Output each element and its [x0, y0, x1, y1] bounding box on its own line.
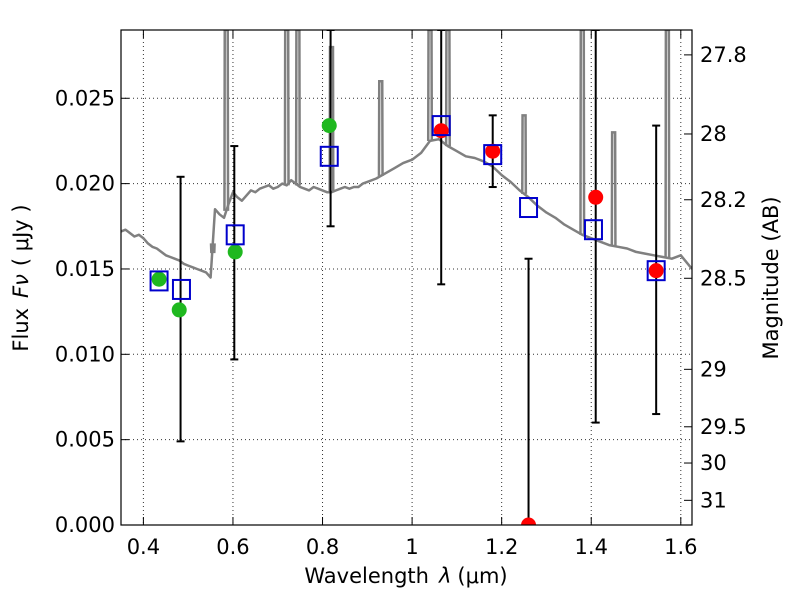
emission-line: [664, 30, 671, 258]
y-tick-label: 0.025: [55, 86, 115, 110]
x-tick-label: 1.4: [575, 535, 608, 559]
model-flux-square: [171, 278, 191, 300]
right-tick-label: 28: [700, 122, 727, 146]
x-tick-label: 1.2: [485, 535, 518, 559]
ir-flux-point: [648, 263, 664, 279]
hst-flux-point: [171, 302, 187, 318]
emission-line: [426, 30, 434, 141]
right-tick-label: 31: [700, 488, 727, 512]
right-tick-label: 28.2: [700, 188, 747, 212]
emission-line: [610, 131, 617, 246]
ir-flux-point: [521, 517, 537, 525]
right-axis-title: Magnitude (AB): [759, 196, 783, 359]
spectrum-line: [121, 137, 692, 279]
hst-flux-point: [321, 118, 337, 134]
emission-line: [444, 30, 451, 147]
model-flux-square: [519, 197, 539, 219]
y-axis-title: FluxFν( μJy ): [9, 204, 33, 351]
errorbar-layer: [176, 30, 661, 525]
right-tick-label: 27.8: [700, 43, 747, 67]
y-tick-label: 0.000: [55, 513, 115, 537]
y-tick-label: 0.005: [55, 428, 115, 452]
plot-frame: [120, 29, 693, 526]
x-tick-label: 0.8: [306, 535, 339, 559]
grid-lines: [121, 30, 692, 526]
model-flux-square: [483, 144, 503, 166]
y-tick-label: 0.015: [55, 257, 115, 281]
model-flux-square: [583, 219, 603, 241]
emission-line: [377, 79, 384, 176]
right-tick-label: 28.5: [700, 266, 747, 290]
x-tick-label: 1.6: [664, 535, 697, 559]
spectrum-layer: [121, 30, 692, 279]
x-tick-label: 1: [405, 535, 418, 559]
emission-line: [521, 114, 528, 194]
right-tick-label: 29.5: [700, 415, 747, 439]
ir-flux-point: [588, 189, 604, 205]
emission-line: [283, 30, 290, 186]
y-tick-label: 0.020: [55, 172, 115, 196]
tick-layer: 0.4 0.6 0.8 1 1.2 1.4 1.6 0.000 0.005 0.010 0.015 0…: [55, 30, 747, 559]
emission-line: [209, 243, 216, 254]
x-tick-label: 0.6: [216, 535, 249, 559]
model-flux-square: [431, 115, 451, 137]
model-flux-square: [646, 260, 666, 282]
emission-line: [223, 30, 230, 211]
model-flux-square: [319, 145, 339, 167]
right-tick-label: 29: [700, 357, 727, 381]
emission-line: [579, 30, 586, 235]
right-tick-label: 30: [700, 451, 727, 475]
model-flux-square: [149, 270, 169, 292]
hst-flux-point: [227, 244, 243, 260]
model-flux-square: [225, 224, 245, 246]
ir-flux-point: [485, 143, 501, 159]
y-tick-label: 0.010: [55, 342, 115, 366]
marker-layer: [149, 115, 666, 525]
x-tick-label: 0.4: [127, 535, 160, 559]
x-axis-title: Wavelength λ (μm): [304, 564, 507, 588]
hst-flux-point: [151, 271, 167, 287]
emission-line: [294, 30, 301, 186]
